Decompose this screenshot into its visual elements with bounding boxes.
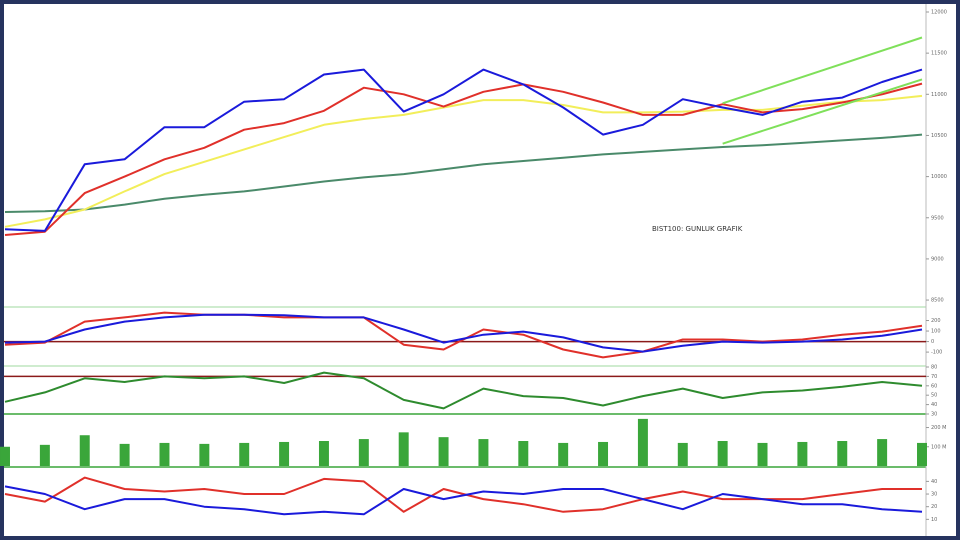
y-tick-label: 100 M: [931, 444, 946, 450]
y-tick-label: 60: [931, 383, 937, 389]
y-tick-label: 100: [931, 329, 941, 335]
y-tick-label: 11000: [931, 92, 947, 98]
y-tick-label: 8500: [931, 298, 944, 304]
volume-bar: [837, 441, 848, 466]
volume-bar: [398, 432, 409, 466]
y-tick-label: 30: [931, 492, 937, 498]
volume-bar: [637, 418, 648, 466]
volume-bar: [0, 446, 10, 466]
y-tick-label: 50: [931, 393, 937, 399]
y-tick-label: 80: [931, 365, 937, 371]
y-tick-label: 40: [931, 402, 937, 408]
y-tick-label: 0: [931, 339, 934, 345]
volume-bar: [318, 441, 329, 466]
series-line: [4, 68, 923, 232]
y-tick-label: 30: [931, 412, 937, 418]
volume-bar: [119, 443, 130, 466]
volume-bar: [797, 441, 808, 466]
y-tick-label: 10500: [931, 133, 947, 139]
series-line: [4, 485, 923, 516]
volume-bar: [518, 441, 529, 466]
volume-bar: [39, 444, 50, 466]
series-line: [4, 133, 923, 213]
series-line: [4, 371, 923, 410]
y-tick-label: 10000: [931, 174, 947, 180]
y-tick-label: 9500: [931, 215, 944, 221]
volume-bar: [677, 442, 688, 466]
volume-bar: [558, 442, 569, 466]
annotation: BIST100: GUNLUK GRAFIK: [652, 225, 743, 233]
volume-bar: [598, 441, 609, 466]
volume-bar: [279, 441, 290, 466]
y-tick-label: 10: [931, 517, 937, 523]
volume-bar: [159, 442, 170, 466]
trend-channel: [722, 78, 923, 145]
y-tick-label: 200 M: [931, 425, 946, 431]
y-tick-label: 70: [931, 374, 937, 380]
volume-bar: [438, 437, 449, 466]
series-line: [4, 94, 923, 228]
volume-bar: [199, 443, 210, 466]
y-tick-label: 11500: [931, 51, 947, 57]
y-tick-label: -100: [931, 350, 942, 356]
y-tick-label: 20: [931, 504, 937, 510]
series-line: [4, 313, 923, 353]
volume-bar: [79, 435, 90, 466]
volume-bar: [358, 439, 369, 466]
y-tick-label: 40: [931, 479, 937, 485]
volume-bar: [239, 442, 250, 466]
y-tick-label: 12000: [931, 9, 947, 15]
trend-channel: [722, 36, 923, 105]
volume-bar: [877, 439, 888, 466]
volume-bar: [757, 442, 768, 466]
y-tick-label: 9000: [931, 256, 944, 262]
volume-bar: [917, 442, 927, 466]
y-tick-label: 200: [931, 318, 941, 324]
volume-bar: [717, 441, 728, 466]
volume-bar: [478, 439, 489, 466]
